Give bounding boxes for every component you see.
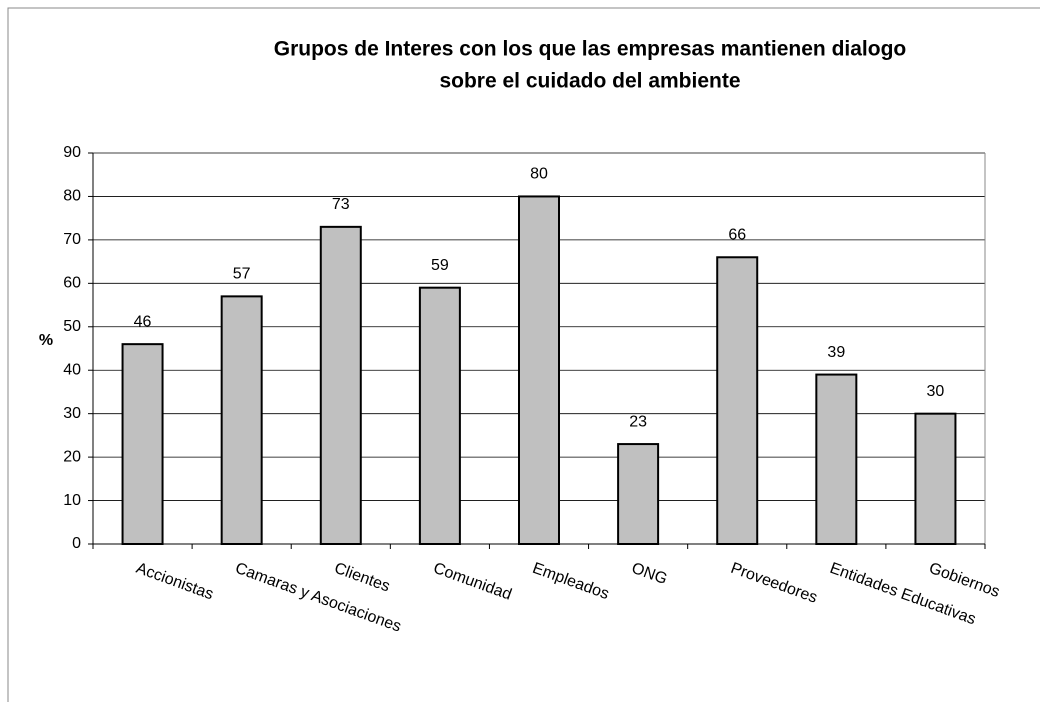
y-axis-label: % [39, 332, 53, 349]
data-label: 46 [134, 313, 152, 330]
x-tick-label: Comunidad [431, 560, 514, 604]
bar [617, 443, 660, 546]
y-tick-label: 50 [63, 318, 81, 335]
chart-title: sobre el cuidado del ambiente [439, 70, 740, 93]
y-tick-label: 0 [72, 535, 81, 552]
x-tick-label: Camaras y Asociaciones [233, 560, 403, 636]
y-tick-label: 30 [63, 405, 81, 422]
x-tick-label: Clientes [332, 560, 392, 596]
data-label: 66 [728, 226, 746, 243]
bar [418, 286, 461, 545]
bar [319, 225, 362, 545]
y-tick-label: 60 [63, 275, 81, 292]
x-tick-label: Accionistas [134, 560, 216, 604]
chart-title: Grupos de Interes con los que las empres… [274, 38, 907, 61]
data-label: 59 [431, 257, 449, 274]
y-tick-label: 80 [63, 188, 81, 205]
x-tick-label: ONG [629, 560, 669, 588]
bar [220, 295, 263, 545]
data-label: 30 [927, 383, 945, 400]
bar [815, 373, 858, 546]
y-tick-label: 10 [63, 492, 81, 509]
chart-border [7, 7, 1040, 702]
x-tick-label: Empleados [530, 560, 611, 603]
data-label: 39 [827, 344, 845, 361]
data-label: 23 [629, 413, 647, 430]
y-tick-label: 70 [63, 231, 81, 248]
x-tick-label: Gobiernos [927, 560, 1002, 601]
bar [914, 412, 957, 545]
bar [716, 256, 759, 545]
data-label: 57 [233, 266, 251, 283]
y-tick-label: 20 [63, 448, 81, 465]
y-tick-label: 90 [63, 144, 81, 161]
data-label: 80 [530, 166, 548, 183]
bar [121, 343, 164, 545]
x-tick-label: Proveedores [728, 560, 819, 607]
bar [518, 195, 560, 545]
y-tick-label: 40 [63, 361, 81, 378]
data-label: 73 [332, 196, 350, 213]
